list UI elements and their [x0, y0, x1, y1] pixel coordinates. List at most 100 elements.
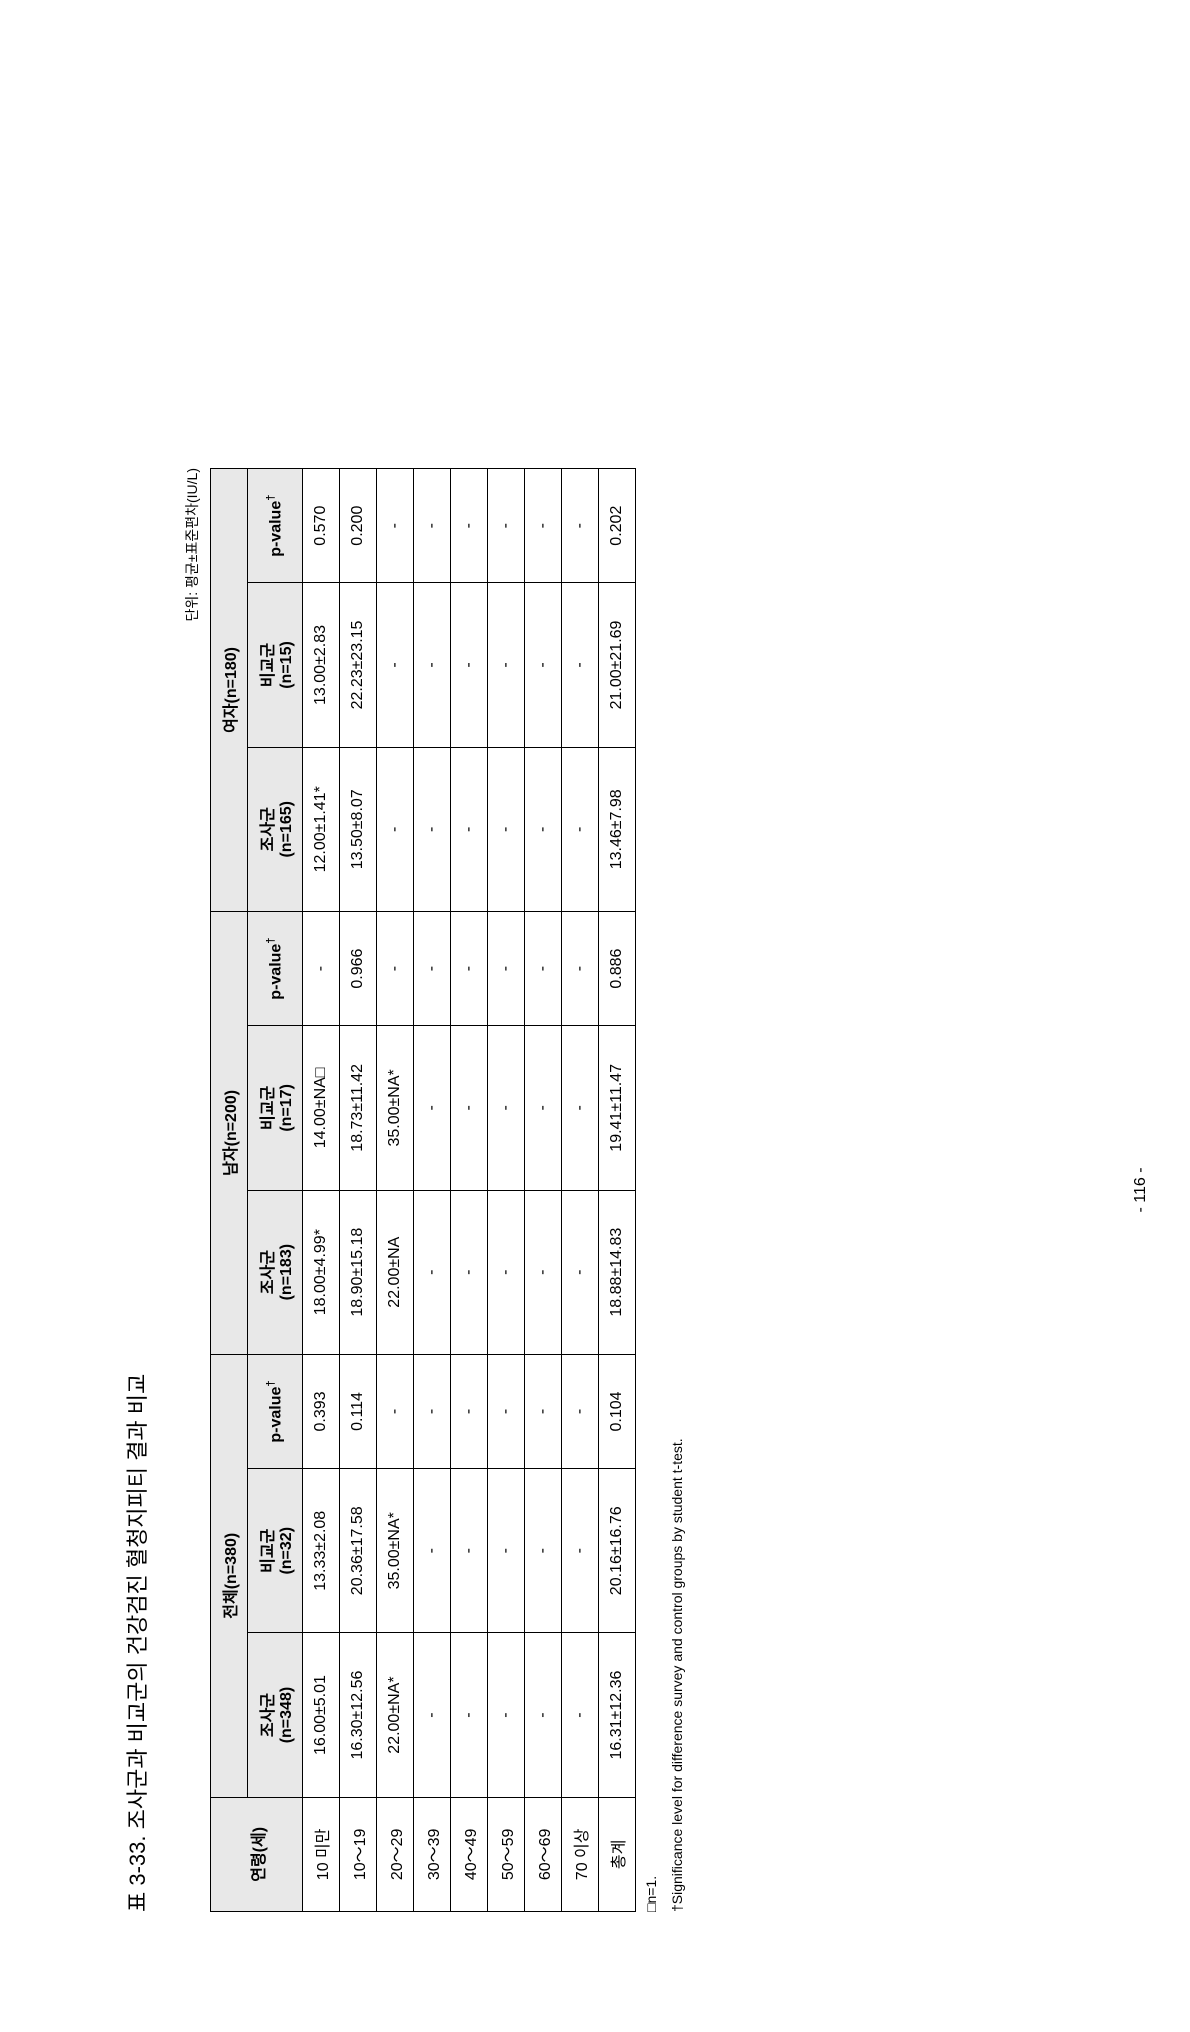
data-cell: -: [488, 1190, 525, 1354]
data-cell: -: [414, 1190, 451, 1354]
data-cell: -: [303, 911, 340, 1025]
age-cell: 30～39: [414, 1797, 451, 1911]
data-cell: -: [562, 1190, 599, 1354]
unit-note: 단위: 평균±표준편차(IU/L): [182, 468, 202, 1912]
age-cell: 총계: [599, 1797, 636, 1911]
data-cell: -: [377, 747, 414, 911]
data-cell: 35.00±NA*: [377, 1469, 414, 1633]
data-cell: -: [377, 911, 414, 1025]
data-cell: -: [488, 1354, 525, 1468]
data-cell: -: [525, 747, 562, 911]
page-number: - 116 -: [1132, 348, 1150, 2032]
data-cell: 16.00±5.01: [303, 1633, 340, 1797]
table-body: 10 미만16.00±5.0113.33±2.080.39318.00±4.99…: [303, 469, 636, 1912]
header-control-2: 비교군(n=15): [248, 583, 303, 747]
age-cell: 10 미만: [303, 1797, 340, 1911]
data-cell: 18.73±11.42: [340, 1026, 377, 1190]
table-row: 70 이상---------: [562, 469, 599, 1912]
data-cell: -: [562, 747, 599, 911]
age-cell: 60～69: [525, 1797, 562, 1911]
table-row: 10～1916.30±12.5620.36±17.580.11418.90±15…: [340, 469, 377, 1912]
data-cell: 0.114: [340, 1354, 377, 1468]
table-row: 총계16.31±12.3620.16±16.760.10418.88±14.83…: [599, 469, 636, 1912]
data-cell: 13.46±7.98: [599, 747, 636, 911]
data-cell: -: [414, 747, 451, 911]
data-cell: 18.90±15.18: [340, 1190, 377, 1354]
data-cell: -: [414, 469, 451, 583]
data-cell: -: [414, 1633, 451, 1797]
table-row: 10 미만16.00±5.0113.33±2.080.39318.00±4.99…: [303, 469, 340, 1912]
data-cell: -: [488, 911, 525, 1025]
table-row: 40～49---------: [451, 469, 488, 1912]
data-cell: -: [562, 1469, 599, 1633]
data-cell: 13.33±2.08: [303, 1469, 340, 1633]
header-pvalue-1: p-value†: [248, 911, 303, 1025]
data-cell: 22.00±NA*: [377, 1633, 414, 1797]
data-cell: -: [451, 583, 488, 747]
page-container: 표 3-33. 조사군과 비교군의 건강검진 혈청지피티 결과 비교 단위: 평…: [0, 0, 1190, 1684]
data-cell: 14.00±NA□: [303, 1026, 340, 1190]
data-cell: -: [414, 1354, 451, 1468]
table-row: 30～39---------: [414, 469, 451, 1912]
data-cell: 35.00±NA*: [377, 1026, 414, 1190]
table-header: 연령(세) 전체(n=380) 남자(n=200) 여자(n=180) 조사군(…: [211, 469, 303, 1912]
data-cell: 13.00±2.83: [303, 583, 340, 747]
header-survey-1: 조사군(n=183): [248, 1190, 303, 1354]
header-group-male: 남자(n=200): [211, 911, 248, 1354]
data-cell: 22.00±NA: [377, 1190, 414, 1354]
data-cell: -: [377, 583, 414, 747]
table-row: 20～2922.00±NA*35.00±NA*-22.00±NA35.00±NA…: [377, 469, 414, 1912]
data-cell: -: [414, 911, 451, 1025]
data-cell: 16.31±12.36: [599, 1633, 636, 1797]
data-cell: -: [377, 1354, 414, 1468]
data-cell: 0.393: [303, 1354, 340, 1468]
data-cell: -: [525, 1633, 562, 1797]
age-cell: 10～19: [340, 1797, 377, 1911]
data-cell: 0.570: [303, 469, 340, 583]
table-row: 50～59---------: [488, 469, 525, 1912]
data-cell: -: [488, 583, 525, 747]
header-pvalue-2: p-value†: [248, 469, 303, 583]
header-survey-2: 조사군(n=165): [248, 747, 303, 911]
header-group-total: 전체(n=380): [211, 1354, 248, 1797]
data-cell: -: [488, 747, 525, 911]
header-survey-0: 조사군(n=348): [248, 1633, 303, 1797]
age-cell: 70 이상: [562, 1797, 599, 1911]
data-cell: 12.00±1.41*: [303, 747, 340, 911]
data-cell: 20.36±17.58: [340, 1469, 377, 1633]
data-cell: -: [451, 1354, 488, 1468]
header-control-1: 비교군(n=17): [248, 1026, 303, 1190]
data-cell: -: [562, 1633, 599, 1797]
data-table: 연령(세) 전체(n=380) 남자(n=200) 여자(n=180) 조사군(…: [210, 468, 636, 1912]
age-cell: 40～49: [451, 1797, 488, 1911]
data-cell: -: [488, 1469, 525, 1633]
data-cell: -: [562, 1354, 599, 1468]
data-cell: -: [525, 1354, 562, 1468]
data-cell: -: [488, 1633, 525, 1797]
data-cell: -: [525, 469, 562, 583]
data-cell: 0.202: [599, 469, 636, 583]
data-cell: -: [562, 1026, 599, 1190]
data-cell: -: [414, 1469, 451, 1633]
age-cell: 20～29: [377, 1797, 414, 1911]
data-cell: -: [562, 911, 599, 1025]
data-cell: -: [451, 469, 488, 583]
data-cell: -: [451, 1469, 488, 1633]
data-cell: -: [562, 469, 599, 583]
data-cell: 22.23±23.15: [340, 583, 377, 747]
data-cell: 19.41±11.47: [599, 1026, 636, 1190]
data-cell: 16.30±12.56: [340, 1633, 377, 1797]
table-title: 표 3-33. 조사군과 비교군의 건강검진 혈청지피티 결과 비교: [120, 468, 152, 1912]
data-cell: -: [451, 1190, 488, 1354]
data-cell: -: [414, 1026, 451, 1190]
data-cell: -: [525, 1469, 562, 1633]
age-cell: 50～59: [488, 1797, 525, 1911]
data-cell: -: [525, 1190, 562, 1354]
data-cell: -: [525, 583, 562, 747]
data-cell: 0.104: [599, 1354, 636, 1468]
data-cell: 21.00±21.69: [599, 583, 636, 747]
data-cell: -: [451, 747, 488, 911]
footnote-2: †Significance level for difference surve…: [668, 468, 688, 1912]
table-row: 60～69---------: [525, 469, 562, 1912]
data-cell: -: [488, 469, 525, 583]
